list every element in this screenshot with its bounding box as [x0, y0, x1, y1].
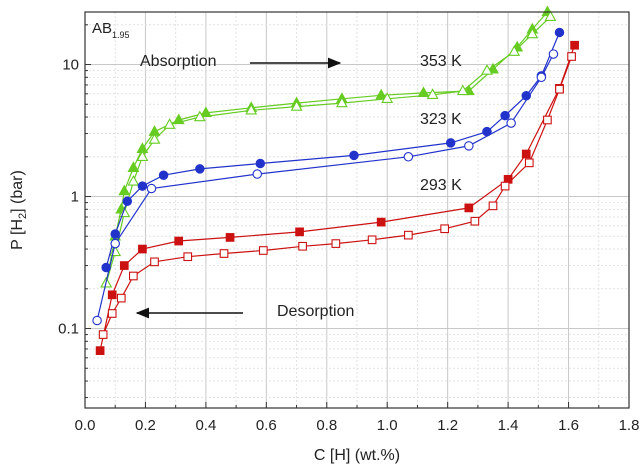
data-point-323k-absorption	[101, 262, 111, 273]
data-point-293k-desorption	[470, 216, 480, 226]
data-point-323k-absorption	[349, 150, 359, 161]
series-line-353k-desorption	[105, 16, 551, 284]
series-293k-desorption	[98, 52, 576, 339]
data-point-293k-absorption	[295, 227, 304, 237]
compound-label: AB1.95	[92, 20, 130, 40]
x-tick-label: 0.0	[75, 417, 96, 434]
data-point-353k-desorption	[335, 96, 348, 108]
data-point-293k-desorption	[150, 257, 159, 267]
data-point-323k-desorption	[110, 238, 120, 249]
desorption-label: Desorption	[277, 303, 354, 320]
data-point-323k-absorption	[137, 181, 148, 191]
data-point-353k-desorption	[426, 88, 439, 99]
x-tick-label: 1.2	[437, 417, 458, 434]
data-point-353k-desorption	[526, 27, 539, 39]
data-point-323k-desorption	[403, 152, 414, 162]
x-tick-label: 1.0	[377, 417, 398, 434]
data-point-293k-absorption	[376, 217, 386, 227]
data-point-353k-desorption	[508, 45, 521, 56]
data-point-323k-desorption	[536, 72, 547, 83]
absorption-label: Absorption	[140, 53, 217, 70]
data-point-353k-desorption	[193, 110, 206, 122]
data-point-353k-desorption	[290, 100, 303, 111]
data-point-293k-desorption	[367, 235, 377, 245]
x-axis-label: C [H] (wt.%)	[314, 447, 400, 464]
data-point-323k-desorption	[548, 49, 559, 59]
x-tick-label: 1.6	[558, 417, 579, 434]
data-point-323k-desorption	[92, 315, 102, 326]
data-point-353k-absorption	[118, 184, 131, 196]
x-tick-label: 1.8	[619, 417, 640, 434]
y-axis-label: P [H2] (bar)	[9, 170, 29, 250]
data-point-323k-absorption	[255, 158, 266, 169]
data-point-353k-desorption	[381, 92, 394, 103]
data-point-293k-desorption	[555, 84, 564, 94]
data-point-293k-desorption	[500, 181, 510, 191]
y-tick-label: 0.1	[58, 321, 79, 338]
ticks: 0.0 0.2 0.4 0.6 0.8 1.0 1.2 1.4 1.6 1.8 0.1 1 10	[58, 24, 640, 434]
data-point-353k-desorption	[163, 118, 176, 129]
data-point-293k-desorption	[404, 230, 413, 240]
x-tick-label: 1.4	[498, 417, 519, 434]
data-point-323k-absorption	[122, 196, 133, 207]
data-point-293k-desorption	[98, 330, 108, 339]
x-tick-label: 0.4	[195, 417, 216, 434]
data-point-293k-desorption	[331, 239, 341, 248]
data-point-323k-desorption	[146, 183, 157, 194]
data-point-293k-desorption	[107, 309, 117, 318]
data-point-323k-desorption	[464, 141, 474, 151]
data-point-293k-desorption	[258, 246, 268, 255]
data-point-293k-desorption	[298, 241, 307, 251]
series-layer	[92, 5, 579, 355]
temp-label-293k: 293 K	[420, 177, 462, 194]
data-point-293k-desorption	[543, 115, 552, 125]
data-point-323k-desorption	[252, 169, 263, 179]
data-point-323k-absorption	[110, 229, 120, 239]
data-point-293k-desorption	[219, 249, 229, 258]
data-point-293k-desorption	[567, 52, 576, 61]
data-point-323k-absorption	[158, 170, 169, 180]
data-point-293k-desorption	[440, 224, 449, 234]
data-point-293k-desorption	[488, 201, 498, 211]
data-point-323k-desorption	[506, 118, 516, 128]
x-tick-label: 0.2	[135, 417, 156, 434]
y-tick-label: 10	[62, 57, 79, 74]
data-point-293k-absorption	[570, 40, 579, 50]
series-323k-absorption	[101, 27, 565, 273]
data-point-323k-absorption	[445, 138, 456, 148]
data-point-323k-absorption	[500, 110, 510, 121]
data-point-353k-desorption	[127, 174, 140, 186]
data-point-293k-absorption	[464, 203, 474, 213]
data-point-293k-absorption	[225, 233, 235, 242]
data-point-293k-desorption	[116, 293, 126, 303]
data-point-353k-absorption	[127, 161, 140, 172]
data-point-353k-desorption	[481, 64, 493, 75]
data-point-353k-desorption	[136, 150, 149, 161]
data-point-293k-absorption	[521, 149, 531, 159]
data-point-293k-desorption	[524, 158, 534, 168]
x-tick-label: 0.8	[316, 417, 337, 434]
data-point-293k-absorption	[174, 236, 184, 246]
data-point-353k-desorption	[148, 133, 161, 144]
data-point-353k-desorption	[118, 206, 131, 218]
data-point-353k-desorption	[245, 103, 258, 115]
data-point-293k-absorption	[119, 261, 129, 270]
data-point-293k-absorption	[138, 244, 147, 254]
y-tick-label: 1	[71, 189, 79, 206]
x-tick-label: 0.6	[256, 417, 277, 434]
temp-label-323k: 323 K	[420, 111, 462, 128]
data-point-353k-desorption	[544, 10, 557, 21]
data-point-293k-absorption	[107, 290, 117, 300]
data-point-323k-absorption	[195, 164, 205, 174]
data-point-353k-desorption	[456, 84, 469, 96]
data-point-293k-desorption	[129, 271, 138, 281]
data-point-293k-desorption	[183, 252, 193, 262]
temp-label-353k: 353 K	[420, 53, 462, 70]
data-point-323k-absorption	[554, 27, 565, 38]
data-point-293k-absorption	[95, 346, 105, 355]
series-323k-desorption	[92, 49, 559, 326]
data-point-353k-absorption	[417, 86, 430, 98]
